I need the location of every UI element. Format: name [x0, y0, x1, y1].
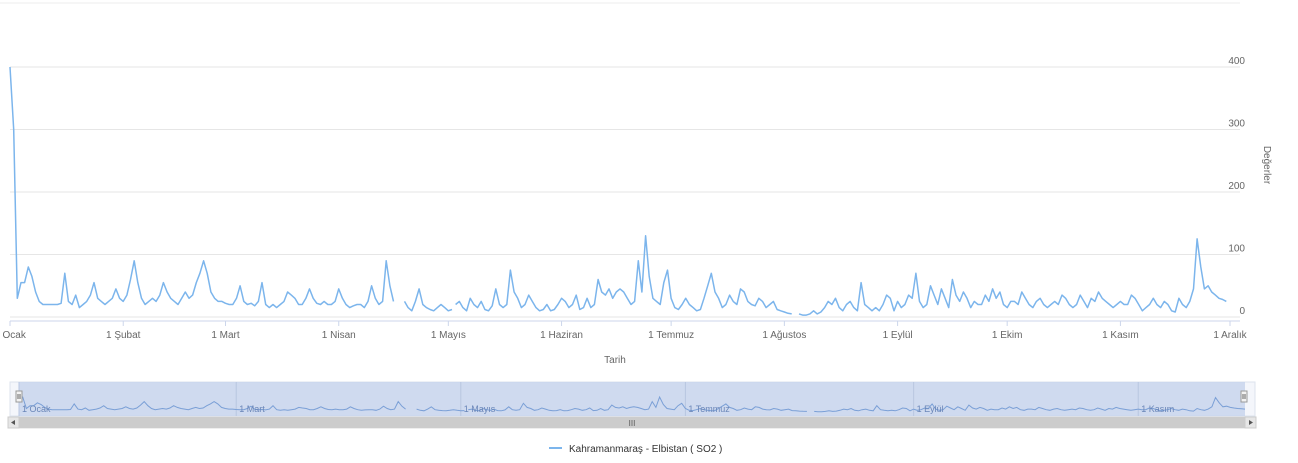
navigator-tick-label: 1 Kasım: [1141, 404, 1174, 414]
navigator-tick-label: 1 Mart: [239, 404, 265, 414]
series-line-segment[interactable]: [798, 238, 1227, 316]
y-tick-label: 100: [1228, 244, 1245, 255]
navigator-scrollbar[interactable]: III: [7, 416, 1257, 429]
x-tick-label: 1 Nisan: [322, 330, 356, 341]
scroll-left-arrow-icon: [11, 420, 15, 425]
navigator-right-handle[interactable]: [1240, 390, 1248, 403]
legend-item-label[interactable]: Kahramanmaraş - Elbistan ( SO2 ): [569, 444, 722, 455]
y-tick-label: 300: [1228, 119, 1245, 130]
scrollbar-thumb[interactable]: [19, 417, 1245, 428]
x-tick-label: 1 Mart: [211, 330, 240, 341]
y-tick-label: 400: [1228, 56, 1245, 67]
navigator-labels: 1 Ocak 1 Mart 1 Mayıs 1 Temmuz 1 Eylül 1 Kası…: [22, 404, 1174, 414]
x-tick-label: 1 Temmuz: [648, 330, 694, 341]
x-tick-label: 1 Ekim: [992, 330, 1023, 341]
x-axis-title: Tarih: [604, 355, 626, 366]
series-line-segment[interactable]: [455, 235, 792, 315]
x-tick-label: 1 Haziran: [540, 330, 583, 341]
navigator-selected-range[interactable]: [19, 382, 1245, 416]
x-tick-label: 1 Eylül: [883, 330, 913, 341]
y-tick-label: 0: [1239, 306, 1245, 317]
series-line-segment[interactable]: [403, 288, 453, 312]
x-tick-label: 1 Şubat: [106, 330, 141, 341]
scrollbar-grip: III: [629, 419, 636, 428]
navigator-tick-label: 1 Mayıs: [464, 404, 496, 414]
x-tick-label: 1 Kasım: [1102, 330, 1139, 341]
y-axis-title: Değerler: [1261, 146, 1272, 185]
navigator-tick-label: 1 Temmuz: [688, 404, 730, 414]
x-tick-label: 1 Mayıs: [431, 330, 466, 341]
navigator-series-line: [19, 395, 1246, 413]
grid-lines: [10, 66, 1240, 318]
navigator-tick-label: 1 Ocak: [22, 404, 51, 414]
scroll-right-arrow-icon: [1249, 420, 1253, 425]
series-line-segment[interactable]: [9, 66, 395, 309]
y-tick-label: 200: [1228, 181, 1245, 192]
x-tick-label: 1 Ocak: [0, 330, 27, 341]
x-axis: 1 Ocak 1 Şubat 1 Mart 1 Nisan 1 Mayıs 1 Hazir…: [0, 320, 1248, 341]
series-lines: [9, 66, 1227, 316]
navigator[interactable]: 1 Ocak 1 Mart 1 Mayıs 1 Temmuz 1 Eylül 1 Kası…: [9, 381, 1256, 417]
legend[interactable]: Kahramanmaraş - Elbistan ( SO2 ): [549, 444, 722, 455]
navigator-tick-label: 1 Eylül: [917, 404, 944, 414]
x-tick-label: 1 Aralık: [1213, 330, 1247, 341]
navigator-left-handle[interactable]: [15, 390, 23, 403]
x-tick-label: 1 Ağustos: [762, 330, 806, 341]
y-axis-tick-labels: 0 100 200 300 400: [1228, 56, 1245, 317]
